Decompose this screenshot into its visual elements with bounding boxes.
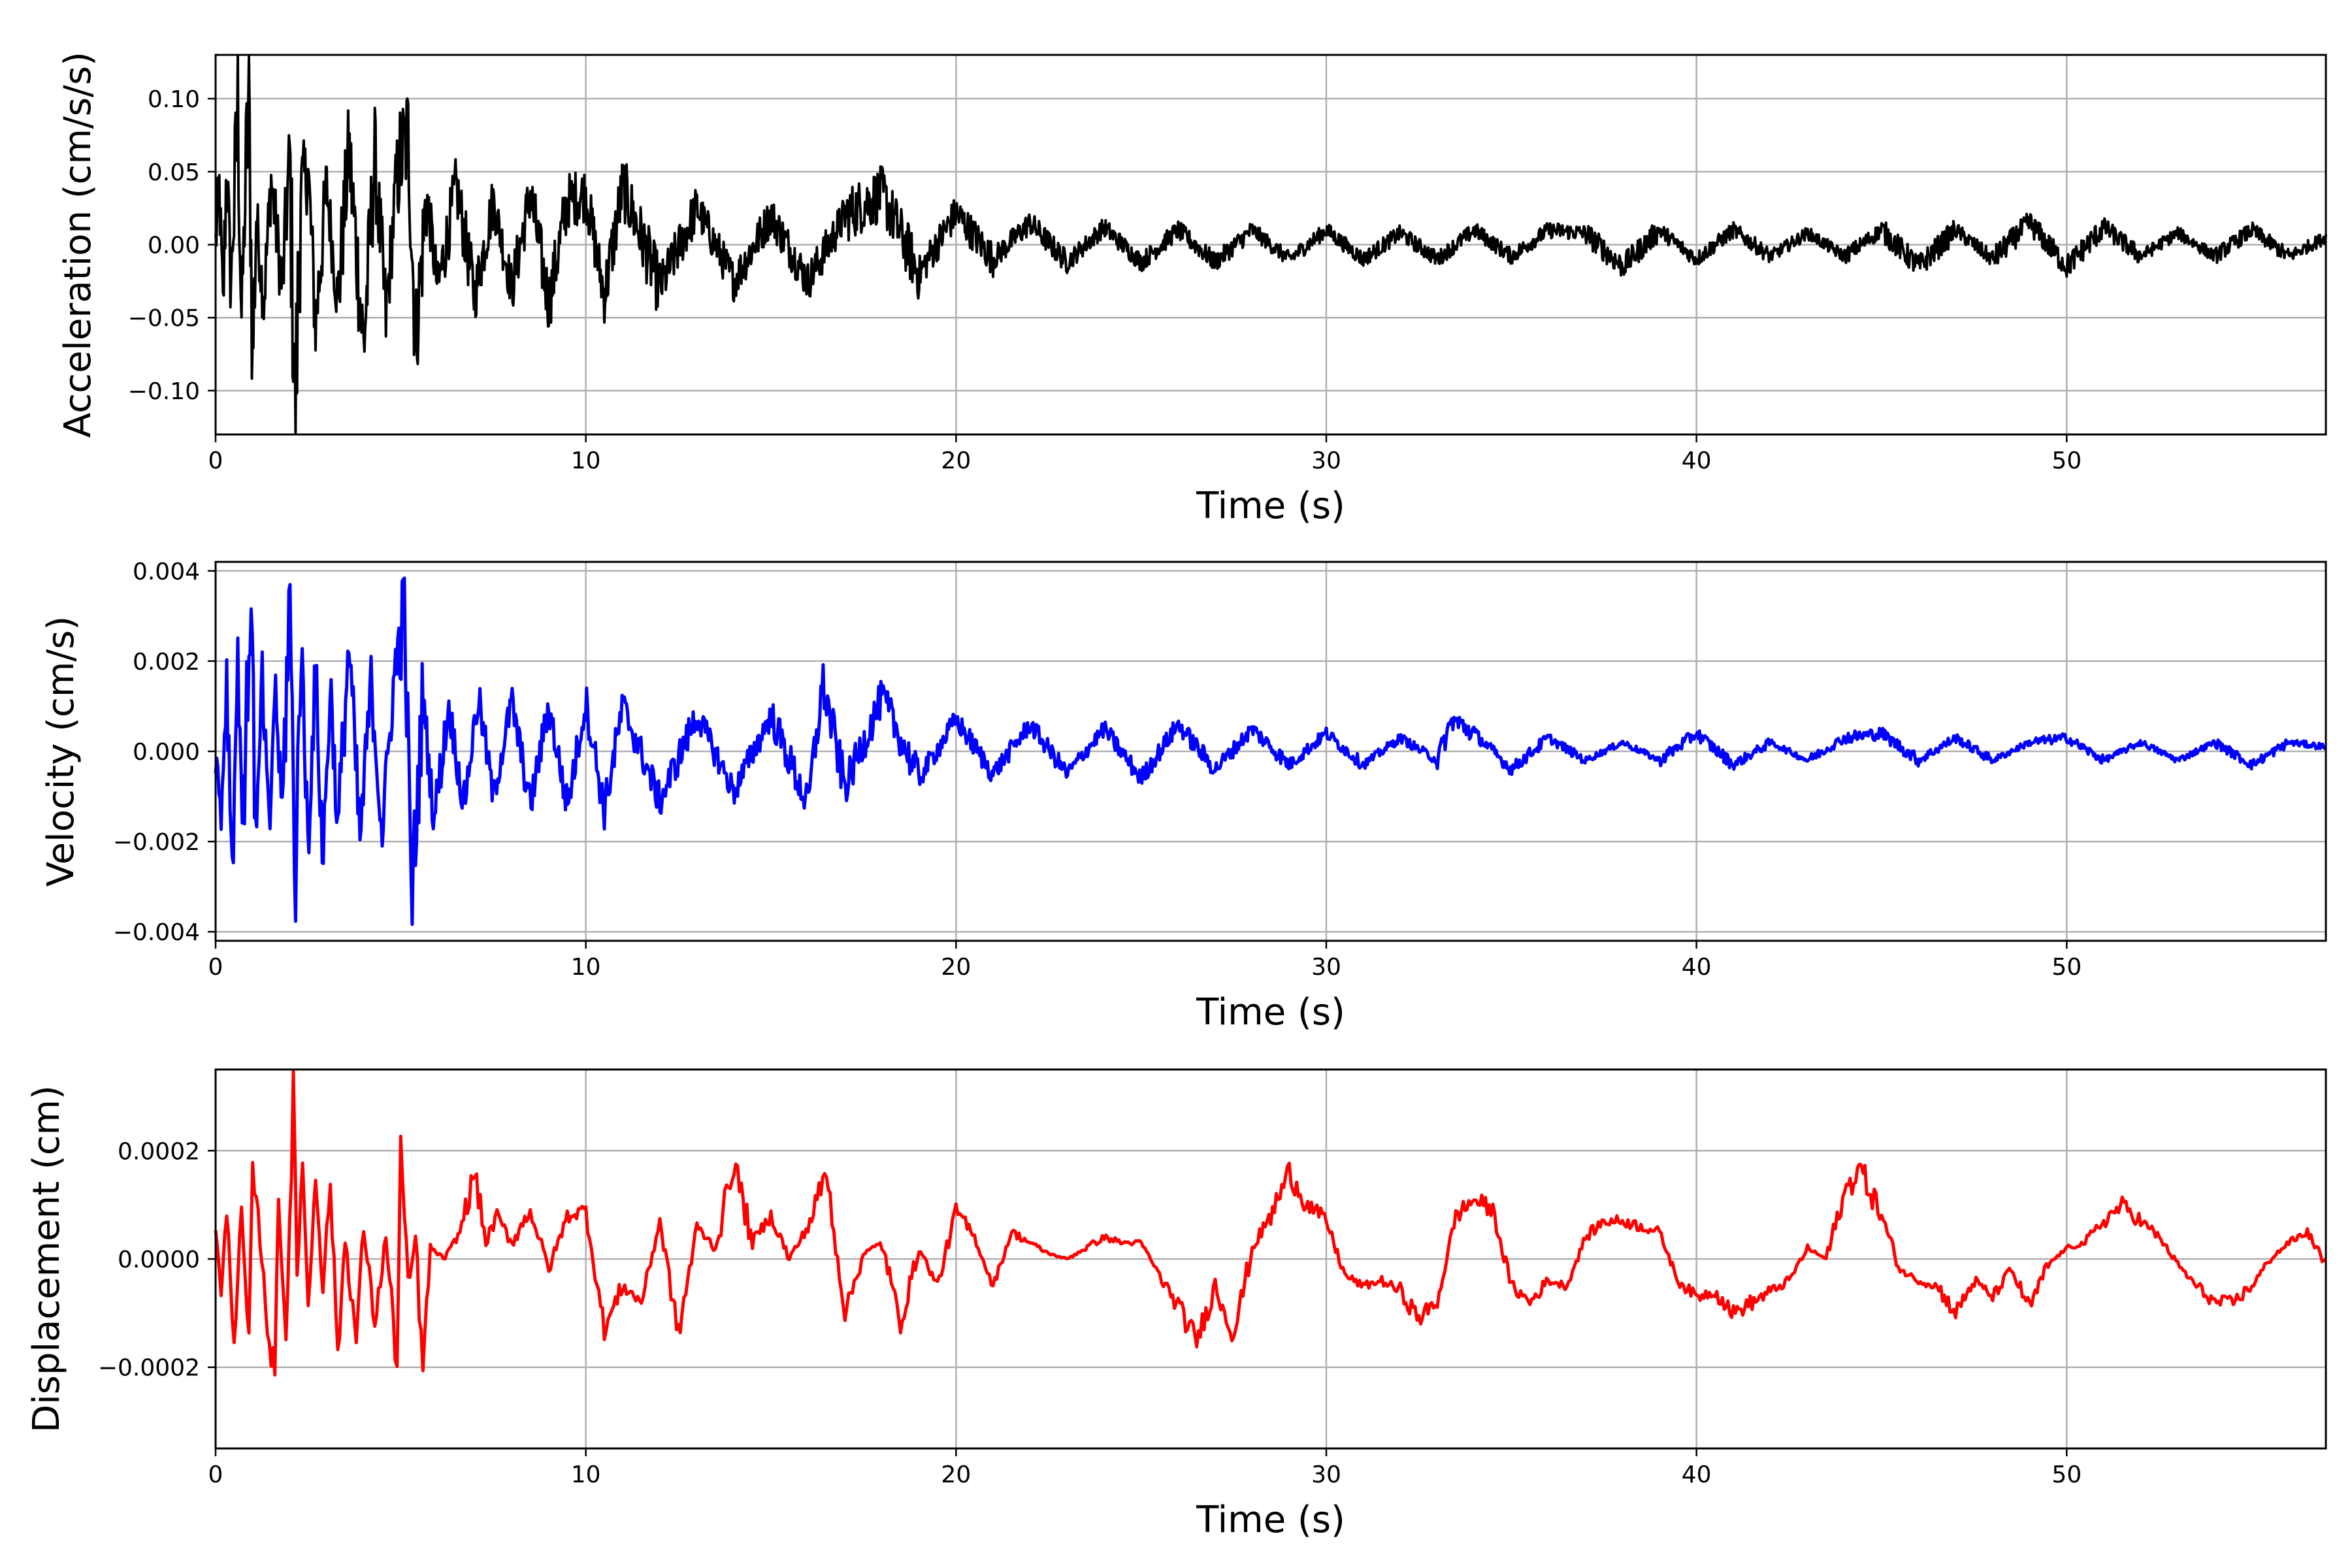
acceleration-x-axis-label: Time (s) — [1196, 485, 1345, 527]
displacement-x-tick-label: 10 — [571, 1462, 601, 1488]
velocity-panel: 0 10 20 30 40 50 −0.004−0.0020.0000.0020.004 … — [40, 559, 2327, 1034]
acceleration-x-ticks: 0 10 20 30 40 50 — [208, 434, 2082, 474]
acceleration-y-tick-label: 0.10 — [148, 86, 200, 113]
acceleration-y-tick-label: −0.05 — [128, 305, 200, 332]
displacement-y-tick-label: 0.0002 — [118, 1138, 200, 1165]
acceleration-y-tick-label: 0.00 — [148, 233, 200, 259]
acceleration-series-line — [214, 55, 2327, 434]
acceleration-y-tick-label: 0.05 — [148, 159, 200, 186]
velocity-y-tick-label: −0.002 — [113, 829, 200, 856]
displacement-y-axis-label: Displacement (cm) — [25, 1085, 68, 1433]
acceleration-grid — [214, 55, 2326, 434]
acceleration-x-tick-label: 30 — [1311, 448, 1341, 474]
acceleration-x-tick-label: 40 — [1682, 448, 1712, 474]
displacement-x-tick-label: 0 — [208, 1462, 223, 1488]
displacement-x-axis-label: Time (s) — [1196, 1499, 1345, 1541]
velocity-series-path — [214, 576, 2327, 926]
velocity-x-tick-label: 30 — [1311, 954, 1341, 981]
acceleration-y-axis-label: Acceleration (cm/s/s) — [57, 52, 99, 438]
displacement-x-ticks: 0 10 20 30 40 50 — [208, 1448, 2082, 1488]
displacement-series-line — [214, 1070, 2327, 1377]
velocity-series-line — [214, 576, 2327, 926]
velocity-x-tick-label: 40 — [1682, 954, 1712, 981]
velocity-y-axis-label: Velocity (cm/s) — [40, 616, 82, 887]
displacement-grid — [214, 1070, 2326, 1448]
velocity-x-tick-label: 50 — [2051, 954, 2082, 981]
acceleration-x-tick-label: 10 — [571, 448, 601, 474]
acceleration-panel: 0 10 20 30 40 50 −0.10 −0.05 0.00 0.05 0.10 Time … — [57, 52, 2327, 527]
velocity-x-ticks: 0 10 20 30 40 50 — [208, 941, 2082, 981]
displacement-y-tick-label: −0.0002 — [98, 1355, 200, 1382]
velocity-y-tick-label: 0.000 — [133, 739, 200, 766]
displacement-y-ticks: −0.0002 0.0000 0.0002 — [98, 1138, 216, 1382]
displacement-series-path — [214, 1070, 2327, 1377]
acceleration-x-tick-label: 20 — [941, 448, 971, 474]
displacement-panel: 0 10 20 30 40 50 −0.0002 0.0000 0.0002 Time (s)… — [25, 1068, 2327, 1541]
displacement-x-tick-label: 50 — [2051, 1462, 2082, 1488]
velocity-x-tick-label: 10 — [571, 954, 601, 981]
acceleration-x-tick-label: 0 — [208, 448, 223, 474]
displacement-x-tick-label: 20 — [941, 1462, 971, 1488]
acceleration-y-tick-label: −0.10 — [128, 378, 200, 405]
displacement-x-tick-label: 30 — [1311, 1462, 1341, 1488]
velocity-y-tick-label: 0.004 — [133, 559, 200, 585]
acceleration-y-ticks: −0.10 −0.05 0.00 0.05 0.10 — [128, 86, 216, 405]
displacement-y-tick-label: 0.0000 — [118, 1247, 200, 1273]
velocity-y-tick-label: 0.002 — [133, 649, 200, 676]
velocity-y-ticks: −0.004 −0.002 0.000 0.002 0.004 — [113, 559, 216, 946]
velocity-y-tick-label: −0.004 — [113, 919, 200, 946]
acceleration-series-path — [214, 55, 2327, 434]
velocity-x-tick-label: 0 — [208, 954, 223, 981]
displacement-x-tick-label: 40 — [1682, 1462, 1712, 1488]
velocity-x-tick-label: 20 — [941, 954, 971, 981]
velocity-x-axis-label: Time (s) — [1196, 991, 1345, 1034]
acceleration-x-tick-label: 50 — [2051, 448, 2082, 474]
